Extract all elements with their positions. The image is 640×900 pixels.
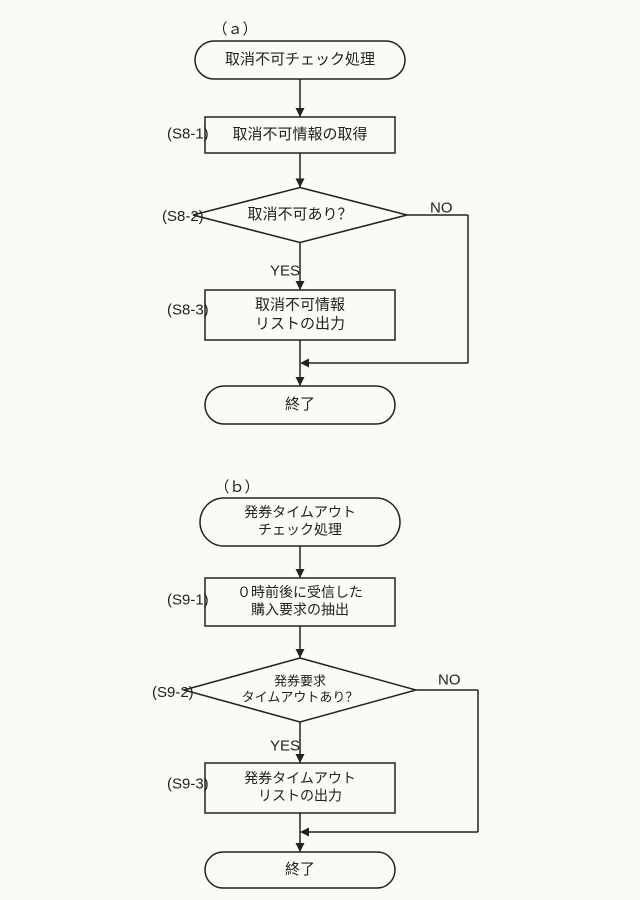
process-label: 発券タイムアウト	[244, 770, 356, 786]
arrow-head-icon	[296, 649, 305, 658]
step-label: (S8-2)	[162, 208, 204, 225]
terminator-label: 発券タイムアウト	[244, 504, 356, 520]
terminator-label: 終了	[285, 396, 315, 413]
process-label: 取消不可情報の取得	[232, 126, 367, 143]
step-label: (S9-1)	[167, 591, 209, 608]
yes-label: YES	[270, 737, 300, 754]
arrow-head-icon	[300, 359, 309, 368]
arrow-head-icon	[296, 377, 305, 386]
process-label: ０時前後に受信した	[237, 584, 363, 600]
arrow-head-icon	[296, 108, 305, 117]
no-label: NO	[438, 671, 461, 688]
step-label: (S9-2)	[152, 684, 194, 701]
arrow-head-icon	[296, 179, 305, 188]
process-label: 取消不可情報	[255, 297, 345, 314]
yes-label: YES	[270, 262, 300, 279]
terminator-label: 取消不可チェック処理	[225, 51, 375, 68]
terminator-label: 終了	[285, 861, 315, 878]
arrow-head-icon	[296, 754, 305, 763]
decision-label: タイムアウトあり？	[242, 690, 359, 705]
process-label: リストの出力	[258, 787, 342, 803]
decision-label: 取消不可あり？	[247, 206, 352, 223]
process-label: リストの出力	[255, 315, 345, 332]
step-label: (S9-3)	[167, 775, 209, 792]
process-label: 購入要求の抽出	[251, 601, 349, 617]
flowchart-canvas: （ａ） 取消不可チェック処理取消不可情報の取得 (S8-1) 取消不可あり？ (S8-2…	[0, 0, 640, 900]
section-label: （ｂ）	[214, 479, 259, 496]
arrow-head-icon	[296, 569, 305, 578]
no-label: NO	[430, 199, 453, 216]
step-label: (S8-3)	[167, 301, 209, 318]
arrow-head-icon	[300, 828, 309, 837]
step-label: (S8-1)	[167, 125, 209, 142]
section-label: （ａ）	[212, 21, 257, 38]
terminator-label: チェック処理	[258, 521, 342, 537]
decision-label: 発券要求	[274, 673, 326, 688]
arrow-head-icon	[296, 281, 305, 290]
arrow-head-icon	[296, 843, 305, 852]
